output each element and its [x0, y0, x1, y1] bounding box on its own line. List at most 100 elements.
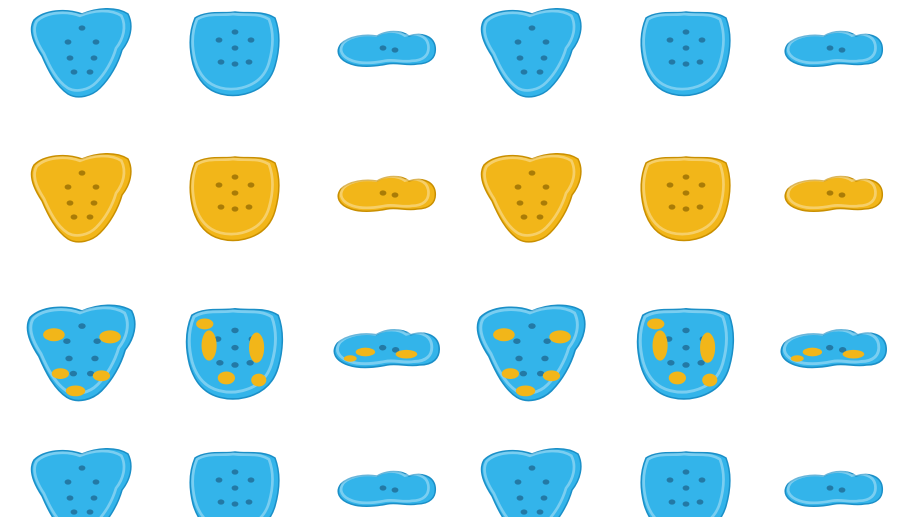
- foramen-mark: [231, 29, 239, 35]
- foramen-mark: [231, 206, 239, 212]
- sacrum-top-view: [784, 470, 884, 508]
- row-prediction-cell-5: [640, 156, 731, 242]
- foramen-mark: [682, 362, 690, 368]
- foramen-mark: [542, 479, 550, 485]
- foramen-mark: [682, 61, 690, 67]
- row-overlay-cell-6: [780, 328, 887, 369]
- foramen-mark: [70, 69, 78, 75]
- foramen-mark: [231, 174, 239, 180]
- foramen-mark: [69, 370, 78, 377]
- row-reference-cropped-cell-1: [30, 448, 132, 517]
- foramen-mark: [528, 170, 536, 176]
- sacrum-top-view: [784, 30, 884, 68]
- foramen-mark: [666, 477, 674, 483]
- row-reference-cell-4: [480, 8, 582, 98]
- foramen-mark: [697, 359, 705, 366]
- row-prediction-cell-2: [189, 156, 280, 242]
- foramen-mark: [215, 477, 223, 483]
- foramen-mark: [86, 69, 94, 75]
- foramen-mark: [391, 487, 399, 493]
- foramen-mark: [231, 327, 239, 334]
- foramen-mark: [682, 501, 690, 507]
- sacrum-front-view: [480, 448, 582, 517]
- foramen-mark: [516, 495, 524, 501]
- sacrum-back-view: [189, 11, 280, 97]
- foramen-mark: [245, 204, 253, 210]
- foramen-mark: [86, 370, 95, 377]
- foramen-mark: [391, 192, 399, 198]
- foramen-mark: [536, 370, 545, 377]
- foramen-mark: [231, 362, 239, 368]
- sacrum-top-view: [337, 30, 437, 68]
- difference-patch: [493, 328, 515, 342]
- difference-patch: [51, 368, 70, 379]
- sacrum-top-view: [784, 175, 884, 213]
- difference-patch: [249, 332, 265, 363]
- difference-patch: [515, 385, 536, 397]
- foramen-mark: [520, 509, 528, 515]
- foramen-mark: [682, 190, 690, 196]
- foramen-mark: [215, 182, 223, 188]
- sacrum-top-view: [337, 470, 437, 508]
- sacrum-back-view: [640, 451, 731, 517]
- row-prediction-cell-6: [784, 175, 884, 213]
- foramen-mark: [516, 200, 524, 206]
- row-overlay-cell-1: [26, 304, 136, 402]
- foramen-mark: [78, 170, 86, 176]
- foramen-mark: [682, 206, 690, 212]
- foramen-mark: [666, 182, 674, 188]
- foramen-mark: [231, 485, 239, 491]
- row-prediction-cell-4: [480, 153, 582, 243]
- foramen-mark: [92, 184, 100, 190]
- foramen-mark: [215, 37, 223, 43]
- sacrum-top-view: [333, 329, 440, 369]
- sacrum-front-view: [30, 8, 132, 98]
- foramen-mark: [231, 45, 239, 51]
- sacrum-back-view: [640, 11, 731, 97]
- foramen-mark: [668, 59, 676, 65]
- foramen-mark: [217, 59, 225, 65]
- foramen-mark: [536, 214, 544, 220]
- row-prediction-cell-1: [30, 153, 132, 243]
- difference-patch: [196, 318, 214, 330]
- difference-patch: [43, 328, 65, 342]
- foramen-mark: [247, 37, 255, 43]
- foramen-mark: [66, 55, 74, 61]
- foramen-mark: [70, 509, 78, 515]
- foramen-mark: [513, 338, 521, 345]
- foramen-mark: [91, 355, 99, 362]
- foramen-mark: [63, 338, 71, 345]
- sacrum-front-view: [480, 8, 582, 98]
- foramen-mark: [682, 174, 690, 180]
- row-reference-cropped-cell-3: [337, 470, 437, 508]
- foramen-mark: [696, 204, 704, 210]
- foramen-mark: [78, 465, 86, 471]
- difference-patch: [700, 332, 716, 363]
- row-reference-cell-5: [640, 11, 731, 97]
- foramen-mark: [64, 39, 72, 45]
- foramen-mark: [698, 477, 706, 483]
- foramen-mark: [682, 327, 690, 334]
- difference-patch: [842, 349, 865, 359]
- foramen-mark: [70, 214, 78, 220]
- row-overlay-cell-3: [333, 328, 440, 369]
- foramen-mark: [682, 29, 690, 35]
- foramen-mark: [245, 59, 253, 65]
- difference-patch: [355, 347, 376, 357]
- foramen-mark: [536, 69, 544, 75]
- foramen-mark: [86, 214, 94, 220]
- foramen-mark: [666, 37, 674, 43]
- foramen-mark: [216, 359, 224, 366]
- foramen-mark: [528, 323, 536, 329]
- difference-patch: [395, 349, 418, 359]
- foramen-mark: [86, 509, 94, 515]
- difference-patch: [652, 330, 668, 361]
- foramen-mark: [379, 344, 387, 351]
- sacrum-front-view: [26, 304, 136, 402]
- foramen-mark: [391, 47, 399, 53]
- foramen-mark: [217, 204, 225, 210]
- row-reference-cropped-cell-6: [784, 470, 884, 508]
- foramen-mark: [64, 479, 72, 485]
- foramen-mark: [78, 323, 86, 329]
